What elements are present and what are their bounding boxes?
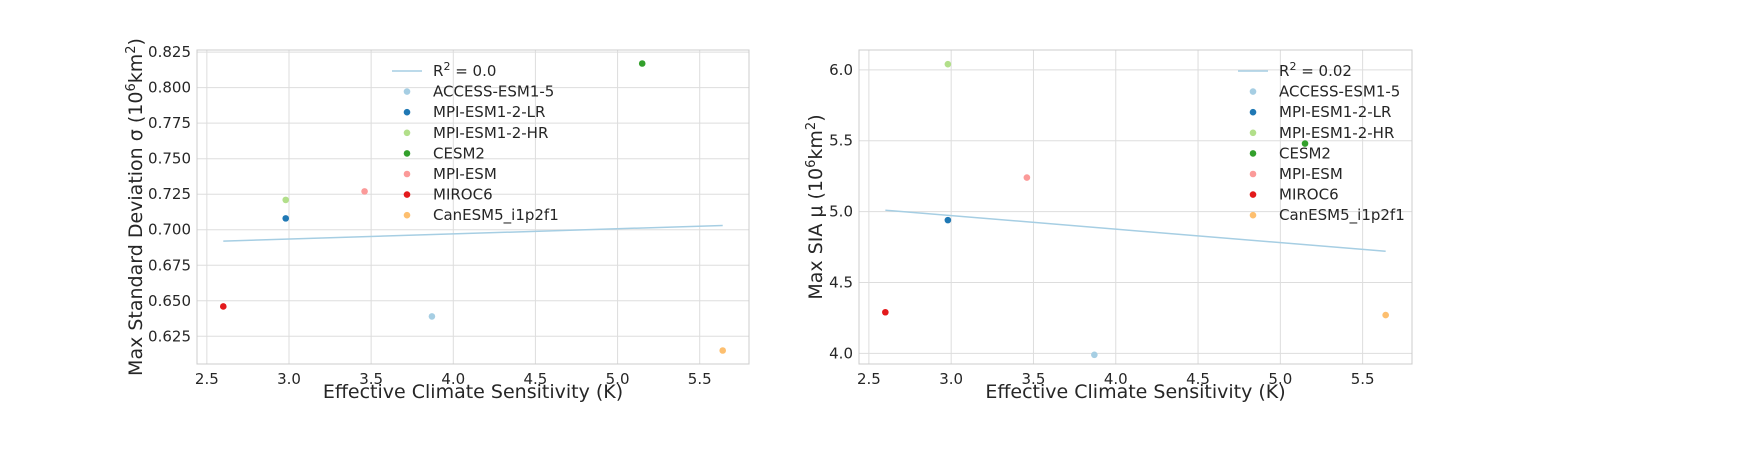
x-axis-label: Effective Climate Sensitivity (K): [985, 381, 1285, 403]
y-tick-label: 0.625: [148, 327, 191, 345]
y-tick-label: 5.0: [829, 203, 853, 221]
legend-label-r-squared: R2 = 0.0: [433, 60, 496, 81]
x-tick-label: 5.0: [606, 370, 630, 388]
legend-marker: [403, 170, 411, 178]
plot-frame: [196, 49, 750, 365]
legend-marker: [1249, 191, 1257, 198]
y-tick-label: 0.675: [148, 256, 191, 274]
legend-label: MPI-ESM1-2-LR: [1279, 103, 1391, 121]
regression-line: [885, 209, 1386, 253]
x-tick-label: 2.5: [857, 370, 881, 388]
regression-line: [223, 224, 723, 242]
chart-panel-2: 2.5 3.0 3.5 4.0 4.5 5.0 5.5 4.0 4.5 5.0 5.5 6.0 Effe…: [804, 49, 1413, 403]
y-tick-label: 0.800: [148, 79, 191, 97]
legend-label: CanESM5_i1p2f1: [433, 206, 559, 225]
legend-label: ACCESS-ESM1-5: [433, 83, 554, 101]
x-tick-label: 5.5: [1351, 370, 1375, 388]
legend-label: MIROC6: [433, 186, 493, 204]
x-tick-label: 3.5: [359, 370, 383, 388]
x-tick-label: 4.0: [1104, 370, 1128, 388]
x-tick-label: 5.0: [1268, 370, 1292, 388]
legend-label: MPI-ESM1-2-HR: [433, 124, 548, 142]
legend-label: MIROC6: [1279, 186, 1339, 204]
y-axis-label: Max SIA μ (106km2): [804, 114, 828, 299]
legend-marker: [403, 129, 411, 137]
legend-marker: [1249, 170, 1257, 178]
x-tick-label: 3.5: [1022, 370, 1046, 388]
x-tick-label: 3.0: [939, 370, 963, 388]
y-tick-label: 0.700: [148, 221, 191, 239]
x-tick-label: 4.0: [441, 370, 465, 388]
y-tick-label: 0.725: [148, 185, 191, 203]
legend-marker: [403, 150, 411, 157]
legend-marker: [403, 191, 411, 198]
legend-marker: [403, 88, 411, 95]
y-tick-label: 4.5: [829, 273, 853, 291]
legend-marker: [1249, 88, 1257, 95]
legend-label: CESM2: [433, 144, 485, 162]
y-tick-label: 0.750: [148, 150, 191, 168]
legend-marker: [1249, 108, 1257, 116]
x-tick-label: 5.5: [688, 370, 712, 388]
chart-panel-1: 2.5 3.0 3.5 4.0 4.5 5.0 5.5 0.625 0.650 0.675 0.70…: [124, 38, 750, 403]
legend-marker: [403, 108, 411, 116]
y-tick-label: 0.775: [148, 114, 191, 132]
legend-label: MPI-ESM: [1279, 165, 1343, 183]
y-tick-label: 6.0: [829, 61, 853, 79]
legend-label: CanESM5_i1p2f1: [1279, 206, 1405, 225]
data-point-mpi-esm1-2-hr: [282, 196, 290, 204]
data-point-mpi-esm1-2-lr: [282, 215, 290, 222]
data-point-access-esm1-5: [428, 313, 436, 320]
data-point-mpi-esm: [1023, 174, 1031, 181]
legend: R2 = 0.02 ACCESS-ESM1-5 MPI-ESM1-2-LR MPI-E…: [1238, 60, 1405, 225]
y-tick-label: 0.825: [148, 43, 191, 61]
legend-marker: [1249, 211, 1257, 219]
data-point-miroc6: [219, 303, 227, 310]
legend-label: CESM2: [1279, 144, 1331, 162]
legend-marker: [403, 211, 411, 219]
data-point-cesm2: [638, 60, 646, 67]
legend-label: MPI-ESM1-2-HR: [1279, 124, 1394, 142]
data-point-miroc6: [882, 308, 889, 316]
legend-label: MPI-ESM1-2-LR: [433, 103, 545, 121]
legend-label-r-squared: R2 = 0.02: [1279, 60, 1352, 81]
data-point-mpi-esm1-2-hr: [944, 60, 952, 68]
legend-marker: [1249, 129, 1257, 137]
x-tick-label: 4.5: [1186, 370, 1210, 388]
y-tick-label: 4.0: [829, 344, 853, 362]
data-point-cesm2: [1301, 140, 1309, 147]
legend: R2 = 0.0 ACCESS-ESM1-5 MPI-ESM1-2-LR MPI-ES…: [392, 60, 559, 225]
data-point-access-esm1-5: [1091, 351, 1098, 359]
y-tick-label: 5.5: [829, 132, 853, 150]
x-tick-label: 4.5: [523, 370, 547, 388]
data-point-mpi-esm: [361, 188, 368, 195]
x-tick-label: 3.0: [277, 370, 301, 388]
plot-frame: [858, 49, 1413, 365]
x-tick-label: 2.5: [195, 370, 219, 388]
legend-marker: [1249, 150, 1257, 157]
data-point-canesm5-i1p2f1: [719, 347, 727, 354]
legend-label: ACCESS-ESM1-5: [1279, 83, 1400, 101]
data-point-canesm5-i1p2f1: [1382, 311, 1389, 319]
x-axis-label: Effective Climate Sensitivity (K): [323, 381, 623, 403]
y-tick-label: 0.650: [148, 292, 191, 310]
data-point-mpi-esm1-2-lr: [944, 216, 952, 224]
y-axis-label: Max Standard Deviation σ (106km2): [124, 38, 148, 376]
legend-label: MPI-ESM: [433, 165, 497, 183]
